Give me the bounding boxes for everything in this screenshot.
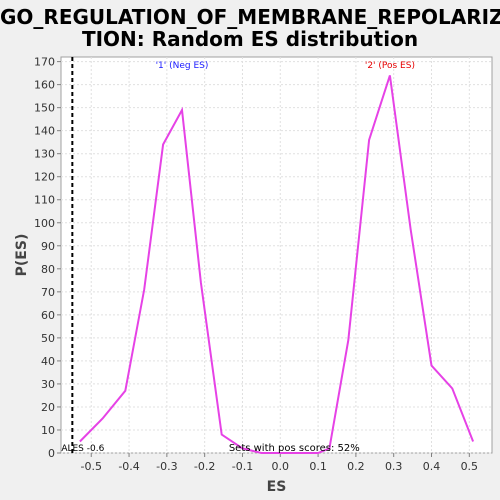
neg-es-label: '1' (Neg ES) [156,61,209,71]
y-tick-label: 40 [41,355,55,368]
y-tick-label: 80 [41,263,55,276]
x-tick-label: 0.5 [461,460,479,473]
pos-es-label: '2' (Pos ES) [365,61,415,71]
series-line [79,75,475,454]
x-tick-label: -0.5 [81,460,102,473]
y-tick-label: 150 [34,102,55,115]
y-tick-label: 100 [34,217,55,230]
x-tick-label: 0.0 [272,460,290,473]
y-tick-label: 20 [41,401,55,414]
x-tick-label: 0.4 [423,460,441,473]
y-tick-label: 160 [34,79,55,92]
y-tick-label: 140 [34,125,55,138]
y-tick-label: 70 [41,286,55,299]
y-tick-label: 0 [48,447,55,460]
grid-lines [61,57,492,454]
x-tick-label: 0.2 [347,460,365,473]
y-tick-label: 30 [41,378,55,391]
chart-title-line-2: TION: Random ES distribution [81,27,419,51]
y-tick-label: 90 [41,240,55,253]
y-tick-label: 50 [41,332,55,345]
x-tick-label: -0.4 [118,460,139,473]
x-tick-label: 0.1 [309,460,327,473]
y-tick-label: 60 [41,309,55,322]
x-tick-label: 0.3 [385,460,403,473]
y-axis-ticks: 0 10 20 30 40 50 60 70 80 90 100 110 120 130 140 150 160… [34,56,61,460]
y-tick-label: 110 [34,194,55,207]
sets-with-pos-scores-text: Sets with pos scores: 52% [229,443,360,454]
y-tick-label: 10 [41,424,55,437]
x-axis-label: ES [267,479,287,495]
chart-title-line-1: GO_REGULATION_OF_MEMBRANE_REPOLARIZA [0,5,500,29]
plot-area [60,56,493,454]
x-tick-label: -0.2 [194,460,215,473]
y-tick-label: 120 [34,171,55,184]
y-tick-label: 170 [34,56,55,69]
y-axis-label: P(ES) [14,234,30,277]
y-tick-label: 130 [34,148,55,161]
actual-es-label: ALES -0.6 [61,444,104,454]
x-tick-label: -0.1 [232,460,253,473]
x-axis-ticks: -0.5 -0.4 -0.3 -0.2 -0.1 0.0 0.1 0.2 0.3 0.4 0.5 [81,453,479,473]
x-tick-label: -0.3 [156,460,177,473]
